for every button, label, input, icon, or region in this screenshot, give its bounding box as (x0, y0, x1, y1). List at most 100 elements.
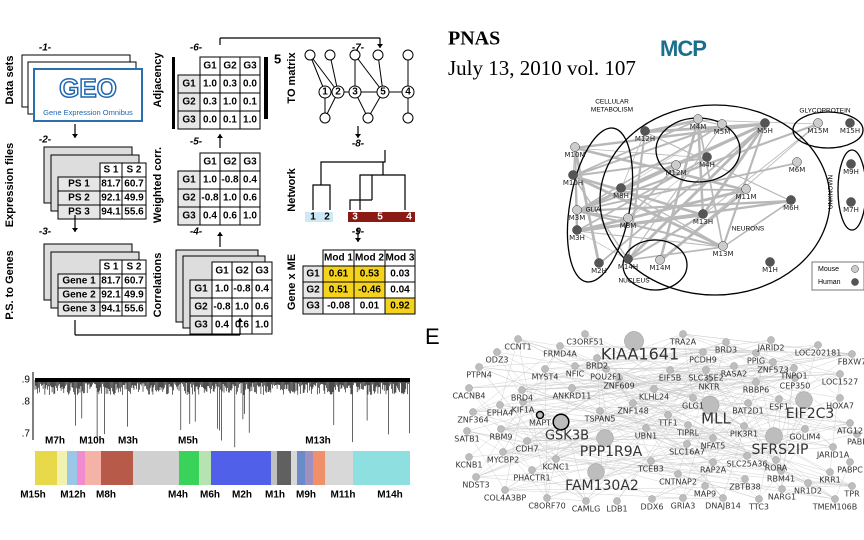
group-outline (566, 127, 634, 283)
node-label: M12M (666, 169, 687, 177)
gene-node (719, 494, 727, 502)
module-node (765, 257, 775, 267)
gene-label: GSK3B (545, 429, 589, 444)
table-value: 1.0 (235, 302, 249, 313)
connector (620, 188, 747, 191)
gene-label: CAMLG (572, 505, 601, 514)
module-label: M1h (265, 490, 285, 501)
gene-node (552, 455, 560, 463)
connector (566, 427, 587, 502)
module-node (786, 195, 796, 205)
gene-label: MAPT (529, 419, 551, 428)
gene-node (615, 374, 623, 382)
gene-node (499, 448, 507, 456)
connector (468, 443, 612, 458)
gene-node (624, 331, 644, 351)
table-value: 0.4 (243, 175, 257, 186)
connector (466, 430, 506, 491)
module-label: M6h (200, 490, 220, 501)
gene-node (543, 494, 551, 502)
table-value: 1.0 (215, 284, 229, 295)
connector (517, 338, 806, 430)
module-label: M3h (118, 436, 138, 447)
journal: PNAS (448, 28, 500, 50)
gene-node (587, 463, 605, 481)
gene-label: TRA2A (669, 338, 697, 347)
row-label: G2 (182, 97, 196, 108)
gene-node (571, 362, 579, 370)
connector (780, 470, 853, 487)
gene-node (826, 468, 834, 476)
gene-label: LDB1 (606, 505, 627, 514)
gene-label: JARID2 (757, 344, 785, 353)
gene-label: NFIC (566, 370, 585, 379)
table-value: 55.6 (124, 304, 144, 315)
y-tick-label: .9 (22, 375, 31, 386)
graph-node (372, 49, 384, 61)
connector (644, 118, 699, 134)
table-value: 0.0 (243, 79, 257, 90)
connector (702, 351, 757, 354)
gene-node (831, 495, 839, 503)
gene-label: ANKRD11 (553, 392, 592, 401)
leaf-label: 5 (377, 212, 383, 223)
module-label: M10h (79, 436, 105, 447)
graph-node (349, 49, 361, 61)
connector (618, 377, 652, 462)
gene-node (528, 466, 536, 474)
table-header: G1 (215, 266, 229, 277)
table-value: 81.7 (101, 276, 121, 287)
gene-label: RORA (765, 464, 788, 473)
stage-label: Weighted corr. (152, 147, 164, 223)
gene-label: PPP1R9A (580, 444, 643, 460)
gene-node (514, 335, 522, 343)
gene-label: BRD4 (511, 394, 533, 403)
row-label: G3 (182, 211, 196, 222)
step-number: -2- (39, 135, 52, 146)
gene-label: NARG1 (768, 493, 796, 502)
arrow-head (72, 228, 78, 232)
table-value: 0.3 (223, 79, 237, 90)
connector (807, 482, 853, 487)
gene-node (497, 425, 505, 433)
gene-node (848, 482, 856, 490)
stage-label: Network (286, 167, 298, 211)
gene-node (814, 341, 822, 349)
table-value: 0.53 (360, 269, 380, 280)
table-header: G2 (235, 266, 249, 277)
gene-node (765, 427, 783, 445)
gene-node (581, 330, 589, 338)
gene-node (501, 486, 509, 494)
gene-label: KIF1A (512, 406, 535, 415)
table-value: -0.8 (221, 175, 239, 186)
module-node (741, 184, 751, 194)
connector (715, 410, 777, 461)
connector (682, 398, 780, 499)
node-label: M6H (783, 204, 799, 212)
gene-node (684, 421, 692, 429)
node-label: M10M (565, 151, 586, 159)
gene-label: MAP9 (694, 490, 716, 499)
connector (502, 451, 853, 487)
connector (770, 339, 841, 399)
gene-node (801, 425, 809, 433)
connector (667, 367, 795, 416)
gene-label: GRIA3 (671, 502, 696, 511)
content: -1--2--3- -4--5--6- -7--8--9-Data setsExpr… (4, 37, 864, 514)
stage-label: Gene x ME (286, 254, 298, 310)
module-node (760, 118, 770, 128)
gene-label: SLC16A7 (669, 448, 705, 457)
connector (521, 333, 684, 391)
connector (632, 402, 724, 499)
gene-label: TMEM106B (812, 503, 858, 512)
node-label: M15M (808, 127, 829, 135)
gene-node (767, 336, 775, 344)
table-header: G2 (223, 61, 237, 72)
connector (521, 381, 757, 391)
geo-logo: GEO (59, 73, 117, 103)
gene-label: SFRS2IP (751, 442, 808, 458)
connector (667, 378, 710, 416)
gene-node (846, 419, 854, 427)
node-label: M13M (713, 250, 734, 258)
module-color (277, 451, 291, 485)
